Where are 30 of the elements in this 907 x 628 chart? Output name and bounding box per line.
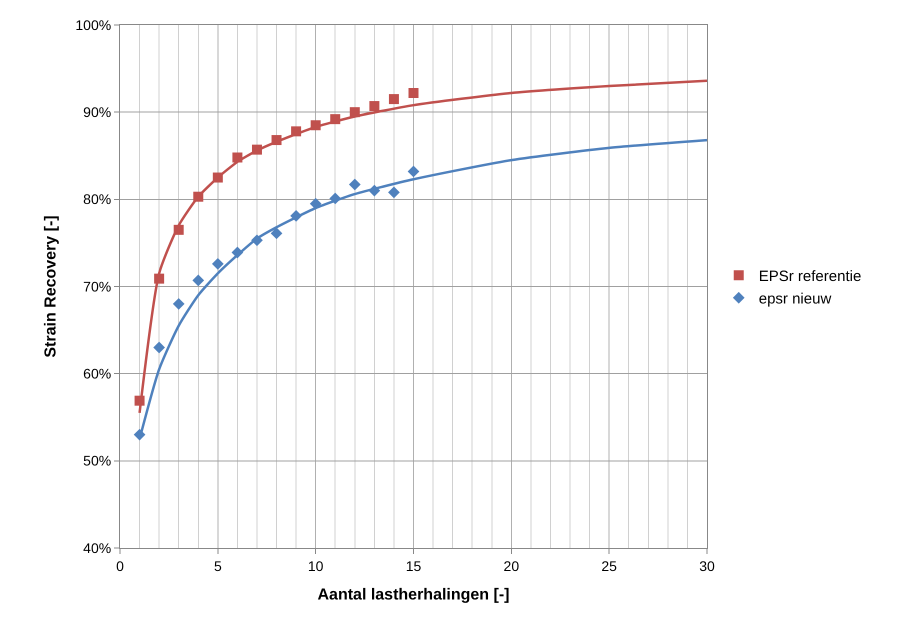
y-tick-label: 60% bbox=[83, 366, 112, 382]
legend-label: EPSr referentie bbox=[758, 268, 862, 286]
x-tick-label: 5 bbox=[214, 558, 222, 574]
y-tick-label: 70% bbox=[83, 278, 112, 294]
point bbox=[369, 101, 380, 112]
x-tick-label: 30 bbox=[699, 558, 715, 574]
point bbox=[270, 227, 282, 240]
point bbox=[388, 186, 400, 198]
x-tick-label: 25 bbox=[601, 558, 618, 574]
y-axis-title: Strain Recovery [-] bbox=[42, 215, 60, 358]
x-tick-label: 0 bbox=[116, 558, 124, 574]
x-tick-label: 20 bbox=[504, 558, 520, 574]
y-tick-label: 50% bbox=[83, 452, 112, 469]
point bbox=[172, 298, 185, 310]
point bbox=[212, 258, 224, 270]
legend-label: epsr nieuw bbox=[758, 290, 832, 308]
y-tick-label: 100% bbox=[75, 16, 112, 33]
x-tick-label: 15 bbox=[406, 558, 422, 574]
point bbox=[192, 274, 204, 286]
y-tick-label: 80% bbox=[83, 191, 112, 208]
point bbox=[388, 94, 399, 104]
x-tick-label: 10 bbox=[308, 558, 324, 574]
x-axis-title: Aantal lastherhalingen [-] bbox=[317, 586, 510, 604]
line-series bbox=[138, 80, 707, 414]
point bbox=[153, 342, 165, 354]
y-tick-label: 90% bbox=[83, 104, 112, 120]
point bbox=[408, 88, 418, 98]
point bbox=[348, 178, 361, 190]
point bbox=[408, 166, 420, 178]
y-tick-label: 40% bbox=[83, 540, 112, 556]
